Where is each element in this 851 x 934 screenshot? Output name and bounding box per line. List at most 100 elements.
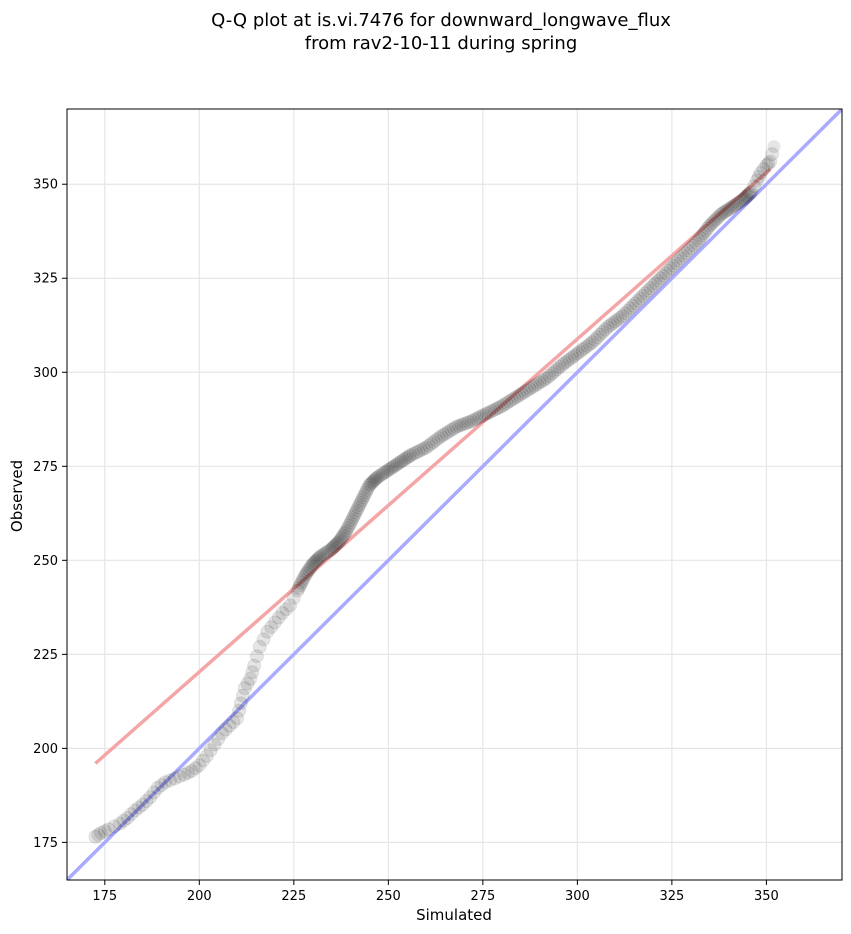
quantile-point [429, 432, 444, 447]
quantile-point [469, 411, 484, 426]
quantile-point [537, 372, 552, 387]
quantile-point [348, 505, 363, 520]
quantile-point [577, 340, 592, 355]
quantile-point [317, 547, 332, 562]
quantile-point [283, 598, 298, 613]
quantile-point [736, 192, 751, 207]
quantile-point [487, 402, 502, 417]
quantile-point [267, 615, 282, 630]
quantile-point [406, 446, 421, 461]
quantile-point [727, 198, 742, 213]
chart-title: Q-Q plot at is.vi.7476 for downward_long… [211, 10, 671, 31]
quantile-point [332, 534, 347, 549]
quantile-point [361, 480, 376, 495]
quantile-point [489, 401, 504, 416]
quantile-point [499, 395, 514, 410]
quantile-point [353, 495, 368, 510]
quantile-point [291, 580, 306, 595]
quantile-point [603, 318, 618, 333]
quantile-point [613, 310, 628, 325]
quantile-point [325, 540, 340, 555]
quantile-point [150, 780, 165, 795]
quantile-point [535, 374, 550, 389]
quantile-point [600, 320, 615, 335]
quantile-point [497, 397, 512, 412]
quantile-point [756, 162, 771, 177]
y-axis-label: Observed [8, 460, 26, 532]
quantile-point [192, 758, 207, 773]
quantile-point [398, 451, 413, 466]
x-tick-label: 175 [92, 889, 117, 904]
y-tick-label: 275 [33, 460, 58, 475]
quantile-point [322, 543, 337, 558]
quantile-point [547, 364, 562, 379]
quantile-point [550, 362, 565, 377]
quantile-point [444, 422, 459, 437]
quantile-point [304, 558, 319, 573]
quantile-point [295, 573, 310, 588]
x-tick-label: 275 [470, 889, 495, 904]
quantile-point [230, 711, 245, 726]
quantile-point [394, 454, 409, 469]
quantile-point [154, 778, 169, 793]
quantile-point [249, 649, 264, 664]
quantile-point [681, 243, 696, 258]
quantile-point [633, 291, 648, 306]
quantile-point [324, 542, 339, 557]
quantile-point [527, 378, 542, 393]
quantile-point [454, 417, 469, 432]
x-tick-label: 250 [376, 889, 401, 904]
quantile-point [196, 753, 211, 768]
quantile-point [207, 737, 222, 752]
axis-ticks: 175 200 225 250 275 300 325 350 175 200 225 250 275 3… [33, 178, 779, 904]
quantile-point [387, 459, 402, 474]
quantile-point [377, 465, 392, 480]
quantile-point [390, 456, 405, 471]
quantile-point [135, 797, 150, 812]
quantile-point [91, 827, 106, 842]
quantile-point [502, 394, 517, 409]
quantile-point [645, 278, 660, 293]
quantile-point [328, 538, 343, 553]
x-tick-label: 325 [659, 889, 684, 904]
quantile-point [296, 570, 311, 585]
quantile-point [139, 794, 154, 809]
quantile-point [184, 763, 199, 778]
quantile-point [320, 544, 335, 559]
plot-frame [66, 108, 843, 881]
quantile-point [575, 342, 590, 357]
quantile-point [392, 455, 407, 470]
quantile-point [759, 158, 774, 173]
quantile-point [648, 276, 663, 291]
quantile-point [298, 568, 313, 583]
quantile-point [663, 261, 678, 276]
quantile-point [419, 440, 434, 455]
quantile-point [467, 412, 482, 427]
quantile-point [294, 575, 309, 590]
quantile-point [385, 460, 400, 475]
quantile-point [301, 562, 316, 577]
quantile-point [740, 188, 755, 203]
quantile-point [729, 197, 744, 212]
quantile-point [557, 355, 572, 370]
quantile-point [368, 471, 383, 486]
quantile-point [671, 253, 686, 268]
quantile-point [449, 419, 464, 434]
quantile-point [431, 431, 446, 446]
quantile-point [218, 722, 233, 737]
quantile-point [482, 405, 497, 420]
chart-subtitle: from rav2-10-11 during spring [305, 33, 578, 54]
quantile-point [678, 246, 693, 261]
quantile-point [615, 308, 630, 323]
quantile-point [354, 493, 369, 508]
quantile-point [158, 775, 173, 790]
quantile-point [172, 769, 187, 784]
quantile-point [708, 212, 723, 227]
y-tick-label: 250 [33, 554, 58, 569]
quantile-point [666, 258, 681, 273]
quantile-point [252, 639, 267, 654]
x-axis-label: Simulated [416, 906, 492, 924]
quantile-point [396, 453, 411, 468]
quantile-point [124, 807, 139, 822]
quantile-point [434, 429, 449, 444]
